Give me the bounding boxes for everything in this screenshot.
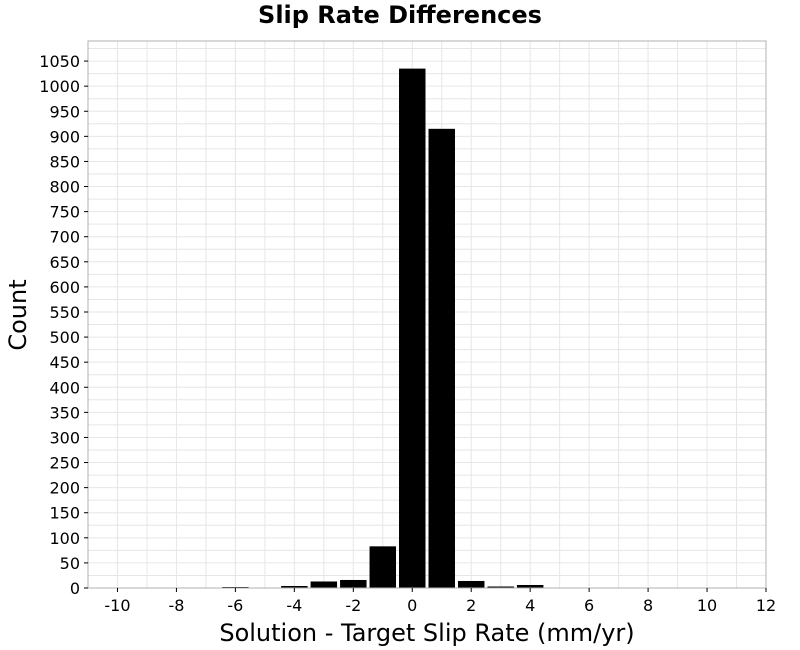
y-tick-label: 750 bbox=[49, 203, 80, 222]
y-tick-label: 1000 bbox=[39, 77, 80, 96]
histogram-bar bbox=[487, 586, 514, 588]
x-tick-label: -10 bbox=[104, 596, 130, 615]
y-tick-label: 700 bbox=[49, 228, 80, 247]
y-tick-label: 300 bbox=[49, 428, 80, 447]
histogram-bar bbox=[222, 586, 249, 588]
histogram-bar bbox=[310, 581, 338, 588]
chart-title: Slip Rate Differences bbox=[258, 1, 542, 29]
y-axis-label: Count bbox=[4, 279, 32, 350]
y-tick-label: 950 bbox=[49, 102, 80, 121]
x-axis-ticks: -10 -8 -6 -4 -2 0 2 4 6 8 10 12 bbox=[104, 588, 776, 615]
x-tick-label: 6 bbox=[584, 596, 594, 615]
plot-frame bbox=[87, 40, 767, 589]
y-tick-label: 500 bbox=[49, 328, 80, 347]
y-tick-label: 800 bbox=[49, 178, 80, 197]
y-tick-label: 250 bbox=[49, 454, 80, 473]
y-tick-label: 850 bbox=[49, 152, 80, 171]
y-axis-ticks: 0 50 100 150 200 250 300 350 400 450 500 550 600 650 7… bbox=[39, 52, 88, 598]
x-tick-label: -4 bbox=[286, 596, 302, 615]
y-tick-label: 600 bbox=[49, 278, 80, 297]
x-tick-label: 4 bbox=[525, 596, 535, 615]
y-tick-label: 0 bbox=[70, 579, 80, 598]
histogram-bar bbox=[399, 68, 426, 589]
y-tick-label: 650 bbox=[49, 253, 80, 272]
y-tick-label: 400 bbox=[49, 378, 80, 397]
histogram-bar bbox=[281, 585, 308, 588]
y-tick-label: 100 bbox=[49, 529, 80, 548]
histogram-bar bbox=[457, 580, 485, 588]
y-tick-label: 150 bbox=[49, 504, 80, 523]
y-tick-label: 550 bbox=[49, 303, 80, 322]
x-tick-label: -2 bbox=[345, 596, 361, 615]
x-tick-label: 2 bbox=[466, 596, 476, 615]
x-tick-label: 10 bbox=[697, 596, 717, 615]
y-tick-label: 50 bbox=[60, 554, 80, 573]
y-tick-label: 900 bbox=[49, 127, 80, 146]
x-axis-label: Solution - Target Slip Rate (mm/yr) bbox=[219, 619, 634, 647]
x-tick-label: -8 bbox=[168, 596, 184, 615]
x-tick-label: -6 bbox=[227, 596, 243, 615]
histogram-bar bbox=[369, 546, 397, 588]
y-tick-label: 200 bbox=[49, 479, 80, 498]
x-tick-label: 0 bbox=[407, 596, 417, 615]
y-tick-label: 350 bbox=[49, 403, 80, 422]
histogram-bar bbox=[428, 128, 455, 588]
grid-lines bbox=[87, 41, 767, 589]
x-tick-label: 12 bbox=[756, 596, 776, 615]
histogram-bar bbox=[340, 579, 367, 588]
histogram-bar bbox=[516, 584, 544, 588]
y-tick-label: 1050 bbox=[39, 52, 80, 71]
bars bbox=[222, 68, 544, 589]
y-tick-label: 450 bbox=[49, 353, 80, 372]
x-tick-label: 8 bbox=[643, 596, 653, 615]
